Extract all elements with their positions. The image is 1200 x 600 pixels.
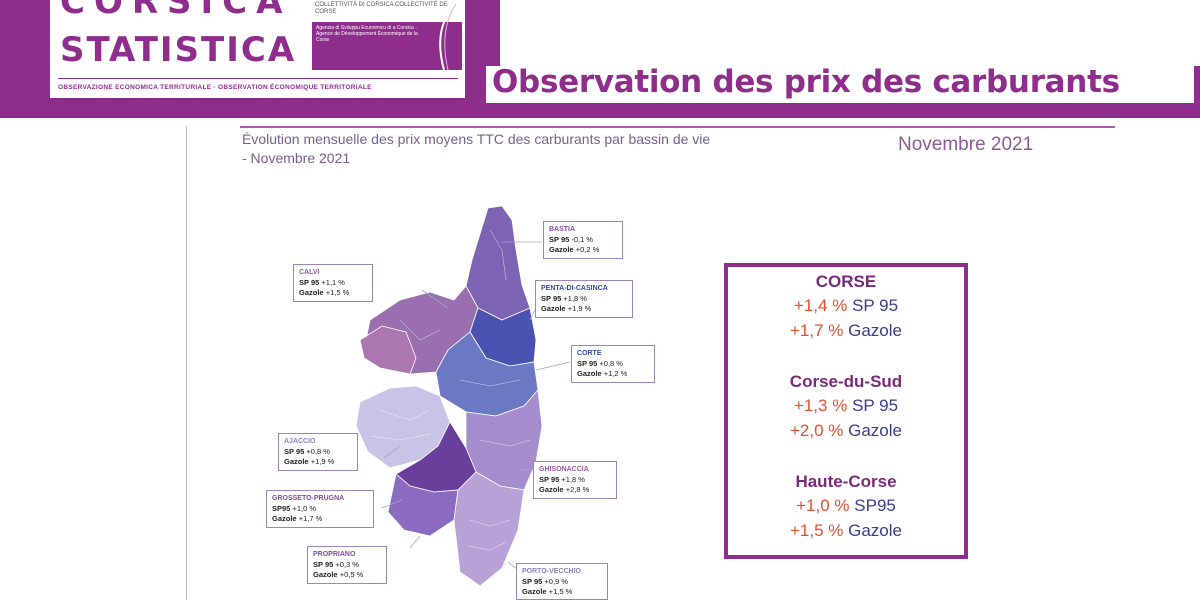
map-subtitle-line-1: Évolution mensuelle des prix moyens TTC … [242, 131, 711, 147]
fuel-value: +2,8 % [565, 485, 590, 494]
fuel-label: SP 95 [541, 294, 562, 303]
fuel-value: +1,8 % [563, 294, 587, 303]
callout-ajaccio: AJACCIO SP 95 +0,8 % Gazole +1,9 % [278, 433, 358, 471]
fuel-label: SP 95 [299, 278, 320, 287]
logo-line-2: STATISTICA [60, 30, 297, 70]
summary-corse: CORSE +1,4 % SP 95 +1,7 % Gazole [728, 271, 964, 343]
region-name: PROPRIANO [313, 551, 356, 558]
fuel-label: Gazole [522, 587, 547, 596]
summary-fuel: SP 95 [852, 296, 899, 315]
fuel-label: Gazole [539, 485, 564, 494]
title-strip [486, 66, 1194, 103]
callout-corte: CORTE SP 95 +0,8 % Gazole +1,2 % [571, 345, 655, 383]
logo-panel: COLLETTIVITÀ DI CORSICA COLLECTIVITÉ DE … [312, 0, 462, 70]
summary-percent: +1,7 % [789, 321, 844, 340]
summary-haute-corse: Haute-Corse +1,0 % SP95 +1,5 % Gazole [728, 471, 964, 543]
fuel-value: +0,5 % [339, 570, 364, 579]
fuel-label: Gazole [313, 570, 338, 579]
summary-fuel: Gazole [848, 521, 902, 540]
map-zone-calvi-west [359, 325, 417, 375]
region-name: PORTO-VECCHIO [522, 568, 581, 575]
corsica-statistica-logo: CORSICA STATISTICA COLLETTIVITÀ DI CORSI… [50, 0, 465, 98]
summary-title: Haute-Corse [795, 472, 897, 491]
fuel-label: SP 95 [577, 359, 598, 368]
fuel-value: +1,0 % [292, 504, 317, 513]
callout-porto-vecchio: PORTO-VECCHIO SP 95 +0,9 % Gazole +1,5 % [516, 563, 608, 600]
fuel-value: +0,8 % [599, 359, 623, 368]
fuel-value: +1,9 % [310, 457, 335, 466]
callout-ghisonaccia: GHISONACCIA SP 95 +1,8 % Gazole +2,8 % [533, 461, 617, 499]
region-name: GHISONACCIA [539, 466, 589, 473]
summary-fuel: Gazole [848, 421, 902, 440]
page-title: Observation des prix des carburants [492, 64, 1120, 100]
summary-title: Corse-du-Sud [789, 372, 903, 391]
summary-box: CORSE +1,4 % SP 95 +1,7 % Gazole Corse-d… [724, 263, 968, 559]
logo-tagline: OBSERVAZIONE ECONOMICA TERRITURIALE · OB… [58, 84, 372, 91]
fuel-value: +1,7 % [298, 514, 323, 523]
fuel-label: Gazole [284, 457, 309, 466]
fuel-value: +1,8 % [561, 475, 585, 484]
callout-leaders [381, 241, 571, 571]
fuel-label: SP 95 [284, 447, 305, 456]
summary-corse-du-sud: Corse-du-Sud +1,3 % SP 95 +2,0 % Gazole [728, 371, 964, 443]
summary-percent: +1,5 % [789, 521, 844, 540]
fuel-value: +1,1 % [321, 278, 345, 287]
logo-swoosh-icon [439, 0, 461, 70]
fuel-value: +0,2 % [575, 245, 600, 254]
fuel-label: SP 95 [539, 475, 560, 484]
logo-line-1: CORSICA [60, 0, 292, 22]
fuel-label: Gazole [299, 288, 324, 297]
fuel-value: +1,9 % [567, 304, 592, 313]
fuel-label: Gazole [549, 245, 574, 254]
region-name: CALVI [299, 269, 320, 276]
header-banner: CORSICA STATISTICA COLLETTIVITÀ DI CORSI… [0, 0, 1200, 120]
region-name: GROSSETO-PRUGNA [272, 495, 345, 502]
fuel-value: +1,2 % [603, 369, 628, 378]
fuel-label: SP 95 [313, 560, 334, 569]
region-name: PENTA-DI-CASINCA [541, 285, 608, 292]
fuel-value: +0,3 % [335, 560, 359, 569]
callout-propriano: PROPRIANO SP 95 +0,3 % Gazole +0,5 % [307, 546, 387, 584]
fuel-value: +0,9 % [544, 577, 568, 586]
fuel-value: -0,1 % [571, 235, 594, 244]
fuel-value: +1,5 % [548, 587, 573, 596]
fuel-label: SP 95 [522, 577, 543, 586]
content-left-border [186, 126, 187, 600]
fuel-label: Gazole [541, 304, 566, 313]
map-subtitle: Évolution mensuelle des prix moyens TTC … [242, 130, 842, 168]
summary-fuel: SP 95 [852, 396, 899, 415]
fuel-value: +1,5 % [325, 288, 350, 297]
logo-agency: Agenzia di Sviluppu Ecunomicu di a Corsi… [316, 25, 418, 43]
summary-title: CORSE [815, 272, 877, 291]
fuel-label: SP95 [272, 504, 291, 513]
region-name: CORTE [577, 350, 602, 357]
summary-fuel: Gazole [848, 321, 902, 340]
date-label: Novembre 2021 [898, 134, 1034, 155]
fuel-value: +0,8 % [306, 447, 330, 456]
summary-percent: +2,0 % [789, 421, 844, 440]
callout-calvi: CALVI SP 95 +1,1 % Gazole +1,5 % [293, 264, 373, 302]
map-commune-lines [369, 229, 531, 551]
summary-percent: +1,0 % [796, 496, 850, 515]
map-subtitle-line-2: - Novembre 2021 [242, 150, 351, 166]
summary-fuel: SP95 [854, 496, 896, 515]
summary-percent: +1,3 % [793, 396, 848, 415]
map-zone-corte [435, 331, 539, 417]
region-name: BASTIA [549, 226, 576, 233]
fuel-label: Gazole [577, 369, 602, 378]
fuel-label: SP 95 [549, 235, 570, 244]
callout-grosseto-prugna: GROSSETO-PRUGNA SP95 +1,0 % Gazole +1,7 … [266, 490, 374, 528]
fuel-label: Gazole [272, 514, 297, 523]
corsica-map [355, 205, 571, 587]
summary-percent: +1,4 % [793, 296, 848, 315]
region-name: AJACCIO [284, 438, 316, 445]
callout-penta-di-casinca: PENTA-DI-CASINCA SP 95 +1,8 % Gazole +1,… [535, 280, 633, 318]
content-top-rule [240, 126, 1115, 128]
logo-divider [58, 78, 458, 79]
callout-bastia: BASTIA SP 95 -0,1 % Gazole +0,2 % [543, 221, 623, 259]
logo-collectivite: COLLETTIVITÀ DI CORSICA COLLECTIVITÉ DE … [312, 0, 462, 22]
map-zone-porto-vecchio [453, 471, 525, 587]
